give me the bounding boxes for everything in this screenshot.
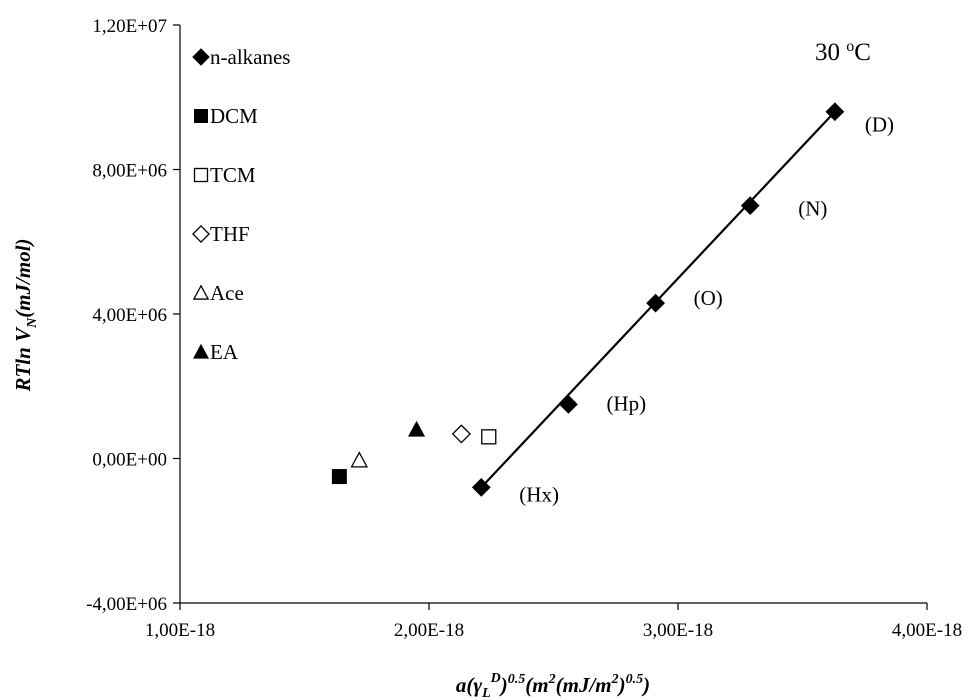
point-label: (Hp) (606, 391, 646, 415)
legend-label: TCM (210, 163, 256, 187)
data-point-dcm (331, 469, 347, 485)
y-tick-label: -4,00E+06 (86, 594, 167, 615)
legend-marker-ea (193, 343, 209, 359)
data-point-thf (451, 424, 471, 444)
legend-item: TCM (193, 163, 256, 187)
legend-label: n-alkanes (210, 45, 290, 69)
x-axis-title: a(γLD)0.5(m2(mJ/m2)0.5) (456, 671, 650, 700)
data-point-n-alkanes (740, 196, 760, 216)
data-point-n-alkanes (559, 394, 578, 414)
data-point-n-alkanes (646, 293, 665, 313)
legend-marker-tcm (193, 167, 209, 183)
point-labels: (Hx) (Hp) (O) (N) (D) (519, 113, 894, 507)
y-ticks: -4,00E+06 0,00E+00 4,00E+06 8,00E+06 1,20E+0… (86, 16, 180, 615)
legend-label: THF (210, 222, 250, 246)
legend-marker-ace (192, 284, 210, 300)
legend-label: Ace (210, 281, 244, 305)
y-axis-title: RTln VN(mJ/mol) (11, 238, 40, 392)
point-label: (Hx) (519, 482, 559, 506)
plot-area: 1,00E-18 2,00E-18 3,00E-18 4,00E-18 -4,00E+… (86, 16, 962, 641)
y-tick-label: 4,00E+06 (92, 305, 167, 326)
legend-item: DCM (194, 104, 258, 128)
y-tick-label: 0,00E+00 (92, 450, 167, 471)
legend-marker-thf (192, 225, 210, 243)
y-tick-label: 8,00E+06 (92, 161, 167, 182)
x-tick-label: 1,00E-18 (145, 620, 215, 641)
point-label: (N) (798, 197, 827, 221)
legend-item: THF (192, 222, 250, 246)
data-point-ea (408, 420, 426, 437)
x-ticks: 1,00E-18 2,00E-18 3,00E-18 4,00E-18 (145, 603, 962, 641)
data-point-ace (350, 451, 369, 468)
x-tick-label: 4,00E-18 (892, 620, 962, 641)
data-point-tcm (481, 429, 497, 445)
legend-label: DCM (210, 104, 258, 128)
data-point-n-alkanes (471, 478, 491, 497)
x-tick-label: 3,00E-18 (643, 620, 713, 641)
temperature-annotation: 30 oC (815, 38, 871, 66)
legend-label: EA (210, 340, 239, 364)
x-tick-label: 2,00E-18 (394, 620, 464, 641)
legend-marker-dcm (194, 109, 208, 123)
data-points (331, 102, 845, 497)
legend-item: Ace (192, 281, 244, 305)
data-point-n-alkanes (825, 102, 845, 122)
y-tick-label: 1,20E+07 (92, 16, 167, 37)
point-label: (O) (694, 286, 723, 310)
legend: n-alkanes DCM TCM THF Ace EA (192, 45, 290, 364)
point-label: (D) (865, 113, 894, 137)
legend-item: EA (193, 340, 239, 364)
legend-item: n-alkanes (192, 45, 290, 69)
legend-marker-n-alkanes (192, 48, 210, 66)
